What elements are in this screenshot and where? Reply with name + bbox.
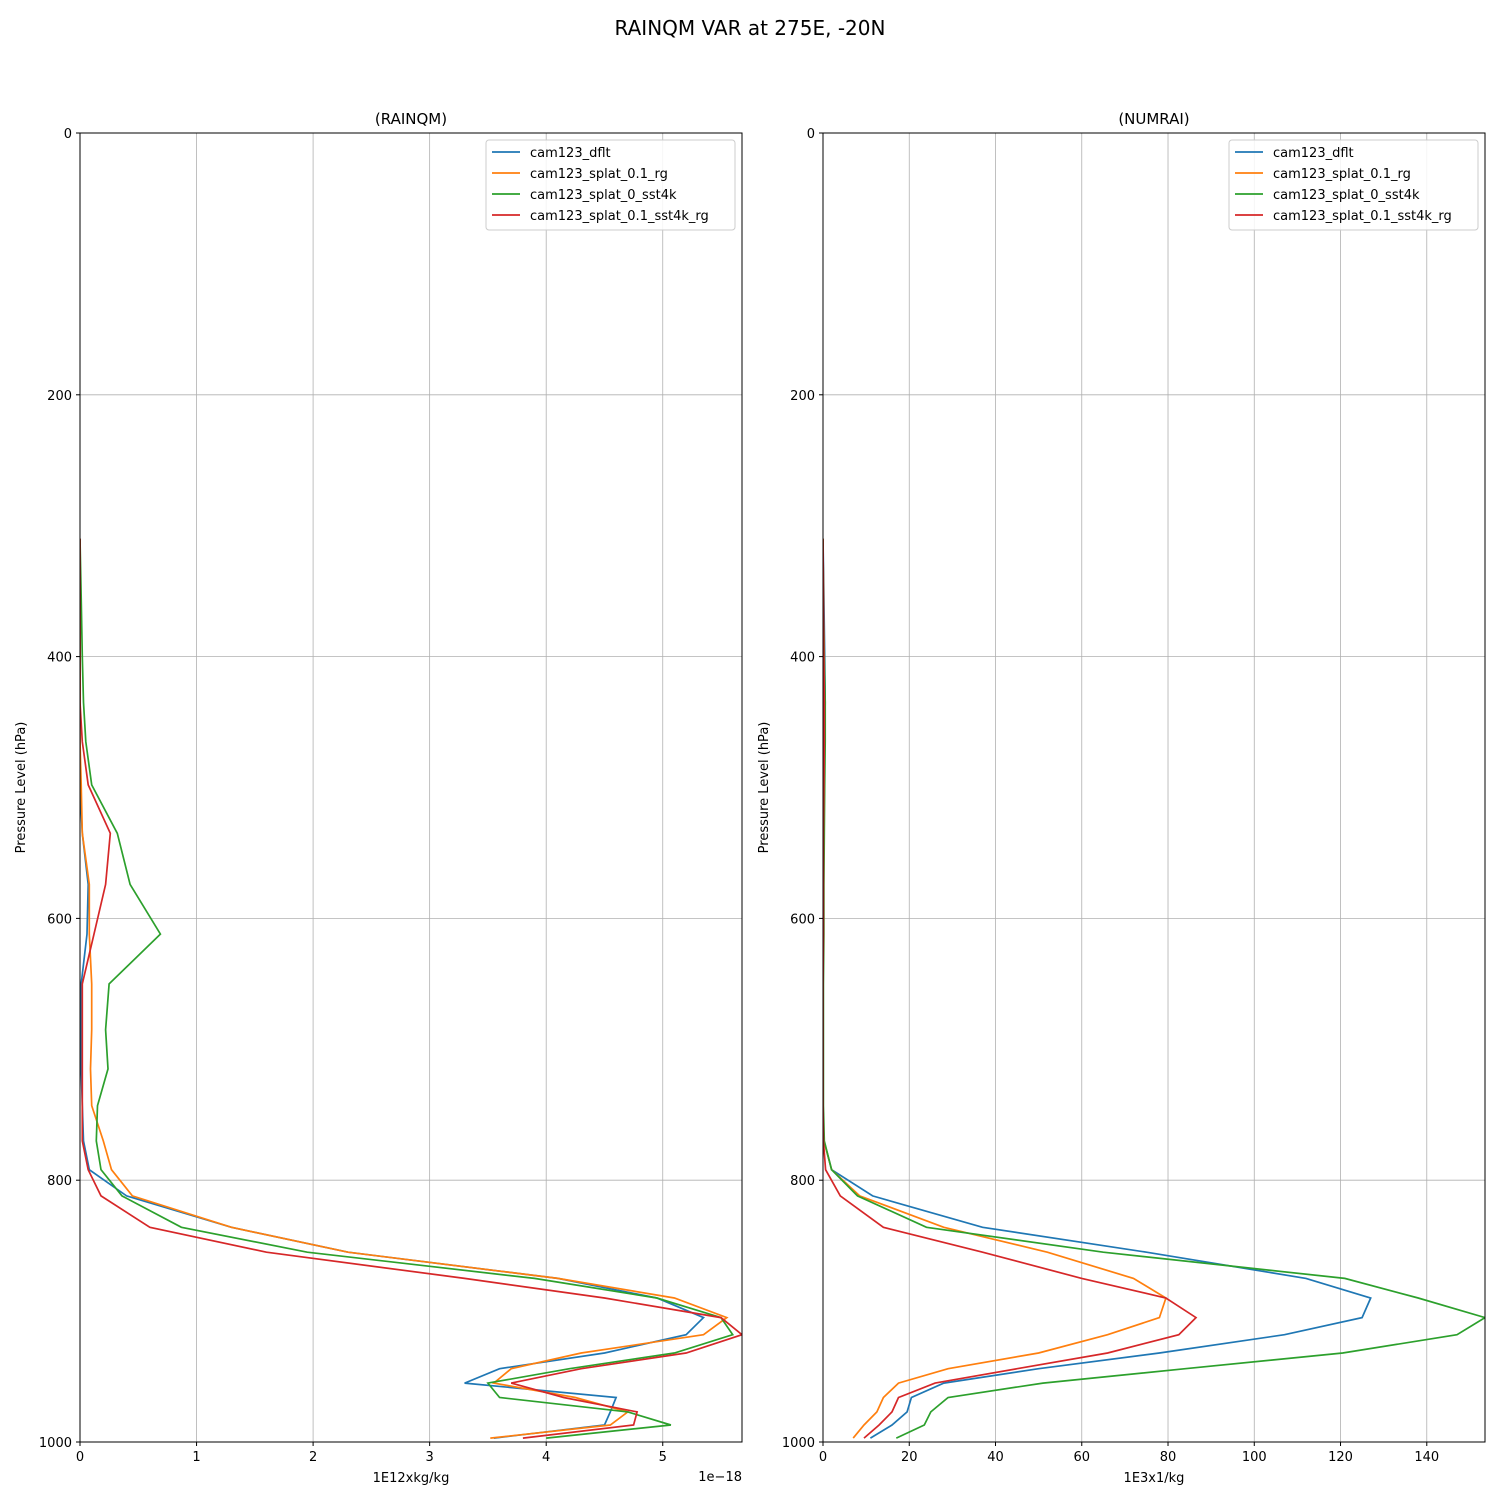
axes-frame	[79, 132, 743, 1443]
y-axis-label: Pressure Level (hPa)	[757, 722, 772, 854]
y-tick-label: 600	[790, 912, 815, 927]
y-tick-label: 800	[790, 1174, 815, 1189]
axes-title: (RAINQM)	[375, 110, 447, 128]
y-tick-label: 400	[790, 651, 815, 666]
legend-label-1: cam123_dflt	[1273, 146, 1354, 161]
legend-label-3: cam123_splat_0_sst4k	[1273, 188, 1420, 203]
x-axis-label: 1E12xkg/kg	[373, 1471, 450, 1486]
panel-2: 0 20 40 60 80 100 120 140 0 200 400 600 800 1000 (NUMR…	[757, 110, 1486, 1486]
x-axis-label: 1E3x1/kg	[1124, 1471, 1185, 1486]
legend-box	[1228, 139, 1479, 231]
x-tick-label: 100	[1242, 1450, 1267, 1465]
x-tick-label: 40	[987, 1450, 1004, 1465]
y-tick-label: 400	[47, 651, 72, 666]
x-tick-label: 1	[192, 1450, 200, 1465]
x-tick-label: 60	[1073, 1450, 1090, 1465]
x-tick-label: 3	[426, 1450, 434, 1465]
legend-label-3: cam123_splat_0_sst4k	[530, 188, 677, 203]
legend-label-2: cam123_splat_0.1_rg	[1273, 167, 1411, 182]
x-tick-label: 2	[309, 1450, 317, 1465]
y-tick-label: 800	[47, 1174, 72, 1189]
series-line-3	[80, 538, 735, 1439]
series-line-1	[823, 538, 1372, 1439]
x-tick-label: 120	[1328, 1450, 1353, 1465]
panel-1: 0 1 2 3 4 5 0 200 400 600 800 1000 (RAINQM) 1E12xkg/k…	[14, 110, 743, 1486]
series-line-4	[80, 538, 742, 1439]
y-tick-label: 0	[807, 127, 815, 142]
y-tick-label: 200	[790, 389, 815, 404]
legend-label-1: cam123_dflt	[530, 146, 611, 161]
x-tick-label: 140	[1414, 1450, 1439, 1465]
series-line-3	[823, 538, 1485, 1439]
figure-title: RAINQM VAR at 275E, -20N	[614, 16, 886, 40]
legend-label-2: cam123_splat_0.1_rg	[530, 167, 668, 182]
y-tick-label: 0	[64, 127, 72, 142]
series-line-2	[823, 538, 1167, 1439]
axes-title: (NUMRAI)	[1118, 110, 1189, 128]
legend: cam123_dflt cam123_splat_0.1_rg cam123_spl…	[485, 139, 736, 231]
y-tick-label: 600	[47, 912, 72, 927]
x-offset-text: 1e−18	[698, 1470, 742, 1485]
x-tick-label: 80	[1160, 1450, 1177, 1465]
x-tick-label: 20	[901, 1450, 918, 1465]
legend-label-4: cam123_splat_0.1_sst4k_rg	[1273, 209, 1452, 224]
series-line-1	[80, 538, 706, 1439]
x-tick-label: 5	[659, 1450, 667, 1465]
y-axis-label: Pressure Level (hPa)	[14, 722, 29, 854]
series-line-2	[80, 538, 729, 1439]
legend: cam123_dflt cam123_splat_0.1_rg cam123_spl…	[1228, 139, 1479, 231]
x-tick-label: 0	[819, 1450, 827, 1465]
y-tick-label: 200	[47, 389, 72, 404]
legend-box	[485, 139, 736, 231]
series-line-4	[823, 538, 1198, 1439]
y-tick-label: 1000	[782, 1436, 815, 1451]
x-tick-label: 0	[76, 1450, 84, 1465]
x-tick-label: 4	[542, 1450, 550, 1465]
legend-label-4: cam123_splat_0.1_sst4k_rg	[530, 209, 709, 224]
axes-frame	[822, 132, 1486, 1443]
y-tick-label: 1000	[39, 1436, 72, 1451]
